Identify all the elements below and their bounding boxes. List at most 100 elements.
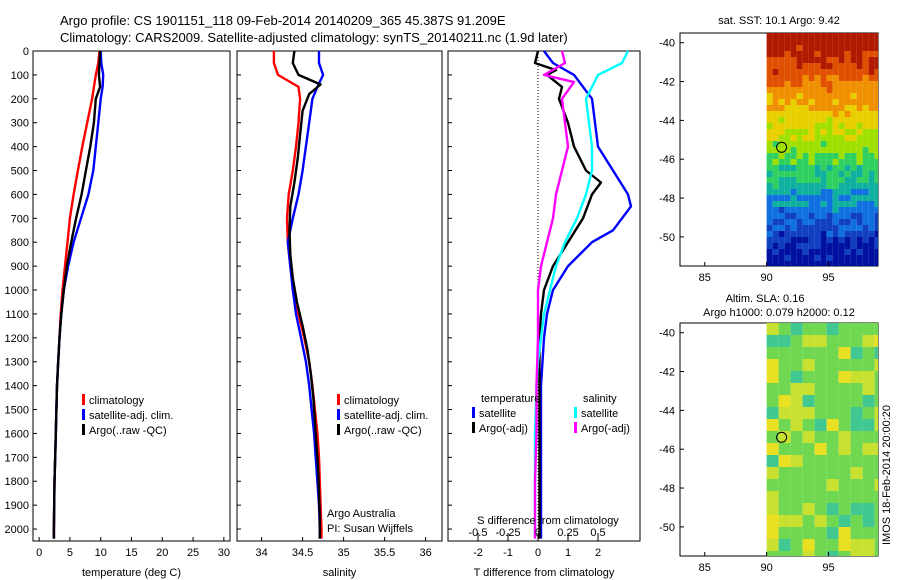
y-tick-label: -44 [659, 115, 675, 127]
imos-timestamp: IMOS 18-Feb-2014 20:00:20 [881, 405, 893, 545]
series-line-0 [539, 50, 633, 539]
y-tick-label: 600 [11, 189, 29, 201]
y-tick-label: -46 [659, 154, 675, 166]
s-tick-label: 0 [535, 527, 541, 539]
legend-label: climatology [344, 395, 400, 407]
x-tick-label: 1 [565, 547, 571, 559]
s-tick-label: -0.5 [469, 527, 488, 539]
x-tick-label: 35 [337, 547, 349, 559]
legend-header-temperature: temperature [481, 393, 540, 405]
legend-swatch [337, 409, 340, 420]
y-tick-label: 1400 [5, 381, 29, 393]
x-tick-label: 90 [761, 272, 773, 284]
legend-label: Argo(..raw -QC) [89, 425, 167, 437]
temperature-panel: 0 100 200 300 400 500 600 700 800 900 1000 1100 1200… [5, 46, 231, 579]
sla-title-2: Argo h1000: 0.079 h2000: 0.12 [703, 307, 855, 319]
salinity-panel: 34 34.5 35 35.5 36 salinity climatology satelli… [236, 50, 443, 579]
x-tick-label: 34 [255, 547, 267, 559]
series-line-3 [533, 50, 576, 539]
s-tick-label: -0.25 [495, 527, 520, 539]
plot-frame [236, 50, 443, 542]
y-tick-label: -50 [659, 522, 675, 534]
y-tick-label: 1100 [5, 309, 29, 321]
y-tick-label: -48 [659, 483, 675, 495]
y-tick-label: 500 [11, 166, 29, 178]
legend-swatch [472, 407, 475, 418]
x-tick-label: 25 [187, 547, 199, 559]
y-tick-label: 700 [11, 213, 29, 225]
argo-position-marker [776, 141, 788, 153]
s-tick-label: 0.5 [590, 527, 605, 539]
legend-swatch [574, 422, 577, 433]
heatmap-cells [766, 323, 878, 556]
x-tick-label: 20 [156, 547, 168, 559]
legend-label: satellite [479, 408, 516, 420]
y-tick-label: 0 [23, 46, 29, 58]
legend-swatch [337, 424, 340, 435]
legend-swatch [574, 407, 577, 418]
y-tick-label: 1600 [5, 428, 29, 440]
y-tick-label: 1000 [5, 285, 29, 297]
y-tick-label: -42 [659, 367, 675, 379]
y-tick-label: -44 [659, 405, 675, 417]
legend-label: satellite-adj. clim. [89, 410, 173, 422]
annotation-line: PI: Susan Wijffels [327, 523, 413, 535]
s-axis-label: S difference from climatology [477, 515, 619, 527]
legend-header-salinity: salinity [583, 393, 617, 405]
x-axis-label: salinity [323, 567, 357, 579]
s-tick-label: 0.25 [557, 527, 578, 539]
x-tick-label: 90 [761, 562, 773, 574]
difference-panel: -2 -1 0 1 2 T difference from climatology -0.5… [447, 50, 641, 579]
series-line-2 [52, 50, 102, 539]
y-tick-label: 2000 [5, 524, 29, 536]
x-tick-label: -2 [473, 547, 483, 559]
series-line-1 [533, 50, 603, 539]
series-line-2 [533, 50, 630, 539]
x-tick-label: 5 [67, 547, 73, 559]
annotation-line: Argo Australia [327, 508, 396, 520]
argo-position-marker [776, 431, 788, 443]
y-tick-label: 400 [11, 142, 29, 154]
header-line1: Argo profile: CS 1901151_118 09-Feb-2014… [60, 13, 506, 28]
y-tick-label: 1700 [5, 452, 29, 464]
x-tick-label: 34.5 [292, 547, 313, 559]
legend-label: Argo(-adj) [581, 423, 630, 435]
y-tick-label: 1500 [5, 405, 29, 417]
x-tick-label: 85 [699, 562, 711, 574]
x-tick-label: 15 [125, 547, 137, 559]
y-tick-label: -50 [659, 232, 675, 244]
sla-map-panel: 85 90 95 -40 -42 -44 -46 -48 -50 Altim. SLA: 0.16… [659, 293, 879, 574]
y-tick-label: -40 [659, 328, 675, 340]
y-tick-label: -48 [659, 193, 675, 205]
header-line2: Climatology: CARS2009. Satellite-adjuste… [60, 30, 568, 45]
series-line-1 [286, 51, 325, 539]
y-tick-label: 1800 [5, 476, 29, 488]
series-line-2 [288, 50, 322, 539]
y-tick-label: 200 [11, 94, 29, 106]
y-tick-label: 900 [11, 261, 29, 273]
legend-swatch [337, 394, 340, 405]
x-tick-label: 95 [822, 272, 834, 284]
legend-label: climatology [89, 395, 145, 407]
x-tick-label: 85 [699, 272, 711, 284]
sla-title-1: Altim. SLA: 0.16 [726, 293, 805, 305]
y-tick-label: -42 [659, 77, 675, 89]
x-tick-label: 36 [419, 547, 431, 559]
y-tick-label: 800 [11, 237, 29, 249]
heatmap-cells [766, 33, 878, 266]
legend-label: satellite [581, 408, 618, 420]
y-tick-label: 1900 [5, 500, 29, 512]
x-tick-label: -1 [503, 547, 513, 559]
legend-swatch [82, 424, 85, 435]
y-tick-label: -46 [659, 444, 675, 456]
y-tick-label: 1300 [5, 357, 29, 369]
y-tick-label: 300 [11, 118, 29, 130]
sst-map-panel: 85 90 95 -40 -42 -44 -46 -48 -50 sat. SST: 10.1 A… [659, 15, 879, 284]
x-tick-label: 95 [822, 562, 834, 574]
legend-label: satellite-adj. clim. [344, 410, 428, 422]
x-axis-label: temperature (deg C) [82, 567, 181, 579]
y-tick-label: 1200 [5, 333, 29, 345]
y-tick-label: 100 [11, 70, 29, 82]
legend-label: Argo(..raw -QC) [344, 425, 422, 437]
